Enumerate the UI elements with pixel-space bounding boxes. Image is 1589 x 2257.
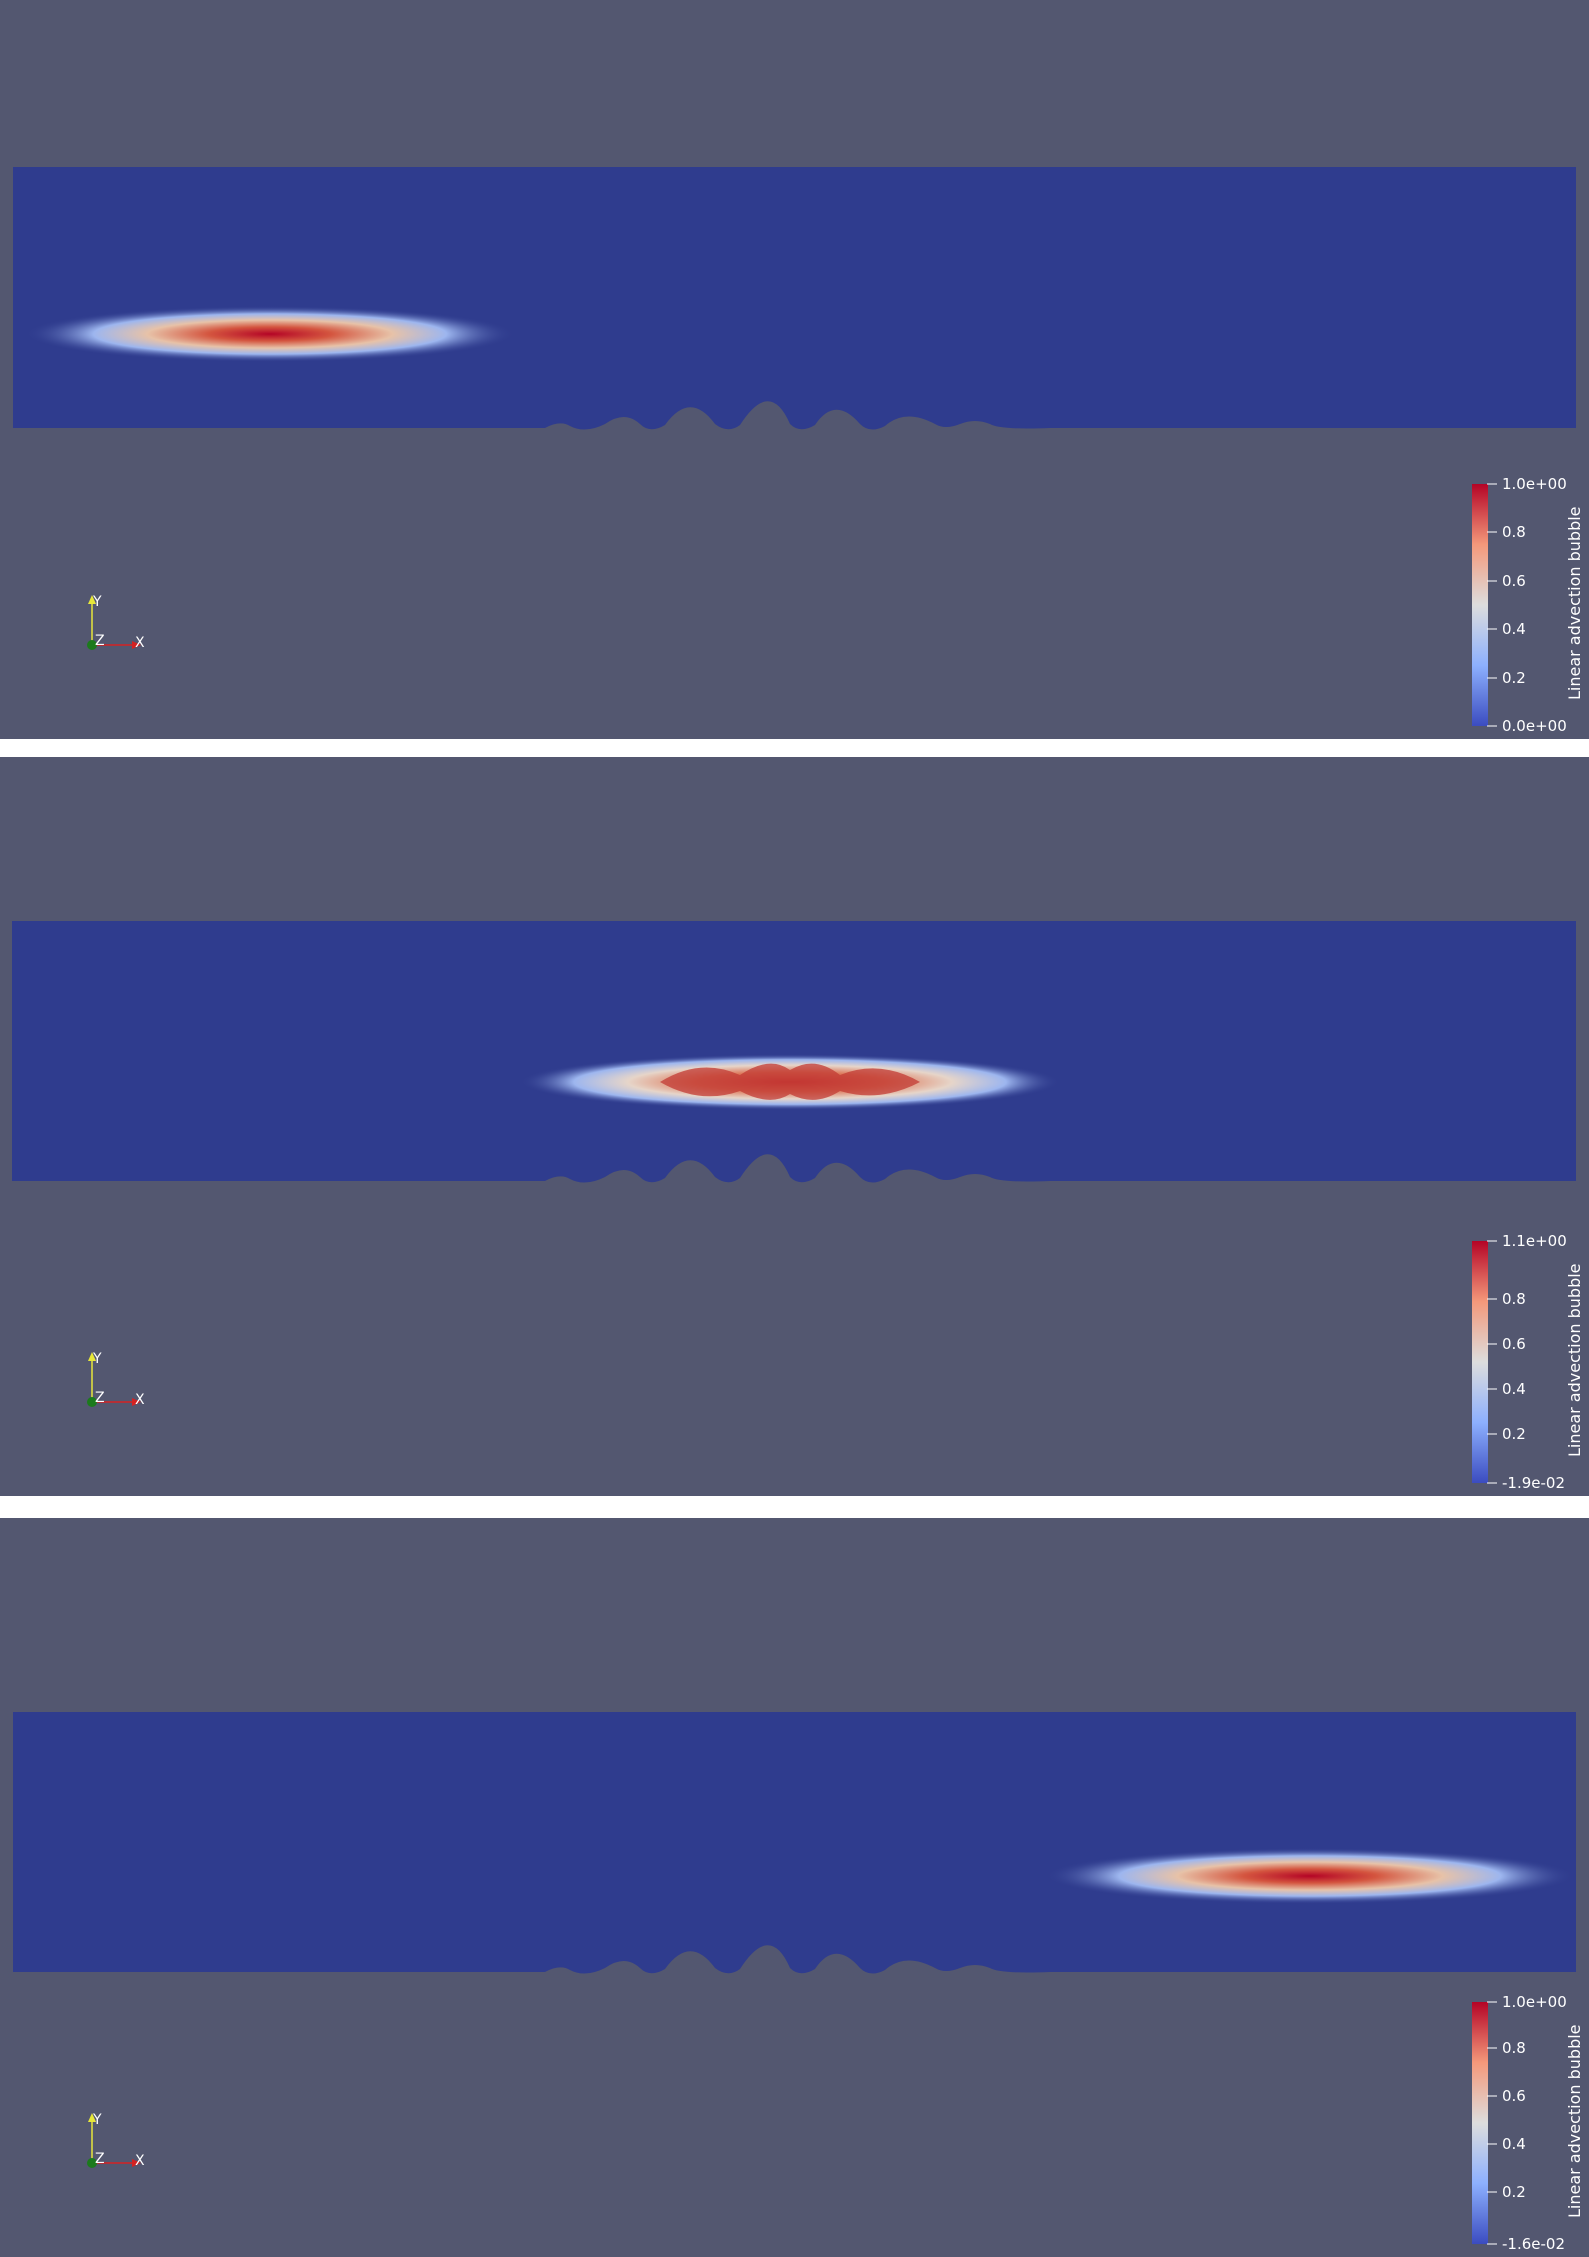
z-axis-dot-icon	[87, 2158, 97, 2168]
z-axis-dot-icon	[87, 1397, 97, 1407]
bubble-core	[660, 1063, 920, 1100]
colorbar-gradient	[1472, 2002, 1488, 2244]
colorbar-tick-min: -1.9e-02	[1502, 1474, 1565, 1492]
colorbar-tick: 0.6	[1502, 2087, 1526, 2105]
colorbar: 1.0e+00 0.8 0.6 0.4 0.2 -1.6e-02 Linear …	[1472, 1993, 1584, 2253]
colorbar: 1.1e+00 0.8 0.6 0.4 0.2 -1.9e-02 Linear …	[1472, 1232, 1584, 1492]
colorbar-gradient	[1472, 484, 1488, 726]
render-canvas-1[interactable]: 1.0e+00 0.8 0.6 0.4 0.2 0.0e+00 Linear a…	[0, 0, 1589, 739]
colorbar-tick: 0.4	[1502, 1380, 1526, 1398]
y-axis-arrow-icon	[88, 595, 96, 604]
channel-domain	[13, 167, 1576, 430]
colorbar-tick: 0.2	[1502, 669, 1526, 687]
render-view-2[interactable]: 1.1e+00 0.8 0.6 0.4 0.2 -1.9e-02 Linear …	[0, 757, 1589, 1496]
z-axis-label: Z	[95, 2151, 105, 2167]
render-view-3[interactable]: 1.0e+00 0.8 0.6 0.4 0.2 -1.6e-02 Linear …	[0, 1518, 1589, 2257]
colorbar-tick: 0.8	[1502, 2039, 1526, 2057]
colorbar-tick-max: 1.0e+00	[1502, 475, 1567, 493]
orientation-axes: Y Z X	[87, 2112, 145, 2169]
x-axis-label: X	[135, 2153, 145, 2169]
z-axis-label: Z	[95, 1390, 105, 1406]
z-axis-dot-icon	[87, 640, 97, 650]
colorbar-title: Linear advection bubble	[1565, 2024, 1584, 2218]
channel-domain	[13, 1712, 1576, 1974]
x-axis-arrow-icon	[132, 641, 141, 649]
advection-bubble	[1045, 1848, 1575, 1904]
x-axis-label: X	[135, 1392, 145, 1408]
colorbar-tick-min: -1.6e-02	[1502, 2235, 1565, 2253]
colorbar-tick-max: 1.1e+00	[1502, 1232, 1567, 1250]
colorbar-tick: 0.6	[1502, 1335, 1526, 1353]
colorbar-title: Linear advection bubble	[1565, 506, 1584, 700]
orientation-axes: Y Z X	[87, 1351, 145, 1408]
render-canvas-3[interactable]: 1.0e+00 0.8 0.6 0.4 0.2 -1.6e-02 Linear …	[0, 1518, 1589, 2257]
x-axis-label: X	[135, 635, 145, 651]
y-axis-arrow-icon	[88, 2113, 96, 2122]
x-axis-arrow-icon	[132, 2159, 141, 2167]
colorbar-tick-max: 1.0e+00	[1502, 1993, 1567, 2011]
colorbar-tick: 0.2	[1502, 2183, 1526, 2201]
render-canvas-2[interactable]: 1.1e+00 0.8 0.6 0.4 0.2 -1.9e-02 Linear …	[0, 757, 1589, 1496]
colorbar-tick: 0.4	[1502, 620, 1526, 638]
orientation-axes: Y Z X	[87, 594, 145, 651]
colorbar-gradient	[1472, 1241, 1488, 1483]
y-axis-label: Y	[92, 594, 102, 610]
y-axis-arrow-icon	[88, 1352, 96, 1361]
colorbar-tick: 0.4	[1502, 2135, 1526, 2153]
colorbar-tick: 0.2	[1502, 1425, 1526, 1443]
advection-bubble	[25, 306, 515, 362]
y-axis-label: Y	[92, 1351, 102, 1367]
render-view-1[interactable]: 1.0e+00 0.8 0.6 0.4 0.2 0.0e+00 Linear a…	[0, 0, 1589, 739]
colorbar-title: Linear advection bubble	[1565, 1263, 1584, 1457]
colorbar-tick: 0.6	[1502, 572, 1526, 590]
z-axis-label: Z	[95, 633, 105, 649]
channel-domain	[12, 921, 1576, 1183]
y-axis-label: Y	[92, 2112, 102, 2128]
colorbar: 1.0e+00 0.8 0.6 0.4 0.2 0.0e+00 Linear a…	[1472, 475, 1584, 735]
colorbar-tick: 0.8	[1502, 523, 1526, 541]
colorbar-tick-min: 0.0e+00	[1502, 717, 1567, 735]
colorbar-tick: 0.8	[1502, 1290, 1526, 1308]
x-axis-arrow-icon	[132, 1398, 141, 1406]
